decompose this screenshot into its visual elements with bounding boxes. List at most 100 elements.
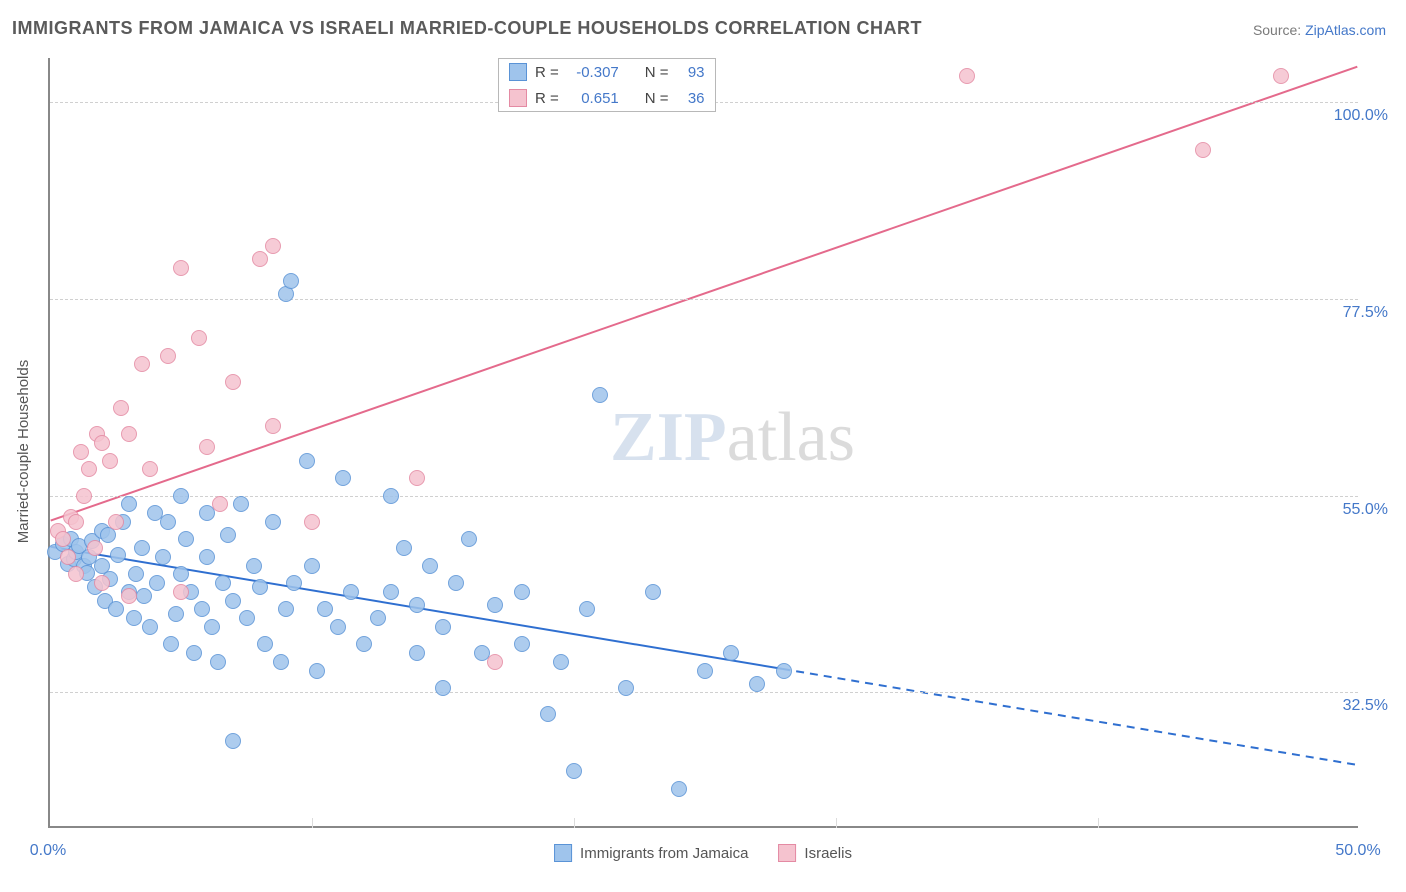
data-point-pink [113, 400, 129, 416]
data-point-blue [435, 680, 451, 696]
x-tick-label: 50.0% [1335, 842, 1380, 860]
data-point-blue [163, 636, 179, 652]
data-point-pink [121, 588, 137, 604]
y-tick-label: 77.5% [1343, 304, 1388, 322]
data-point-blue [645, 584, 661, 600]
gridline-h [50, 299, 1358, 300]
data-point-blue [220, 527, 236, 543]
data-point-blue [383, 488, 399, 504]
data-point-blue [252, 579, 268, 595]
data-point-blue [283, 273, 299, 289]
watermark: ZIPatlas [610, 398, 855, 478]
data-point-blue [134, 540, 150, 556]
data-point-pink [73, 444, 89, 460]
bottom-legend-item: Israelis [778, 844, 852, 862]
data-point-blue [257, 636, 273, 652]
trend-line-dash-blue [782, 669, 1357, 765]
data-point-blue [396, 540, 412, 556]
n-label: N = [645, 90, 669, 107]
watermark-zip: ZIP [610, 399, 727, 476]
x-tick [574, 818, 575, 828]
data-point-blue [343, 584, 359, 600]
data-point-pink [191, 330, 207, 346]
y-axis-label-container: Married-couple Households [12, 58, 32, 828]
data-point-blue [448, 575, 464, 591]
r-value: -0.307 [567, 64, 619, 81]
gridline-h [50, 496, 1358, 497]
data-point-pink [304, 514, 320, 530]
data-point-blue [110, 547, 126, 563]
data-point-blue [330, 619, 346, 635]
r-label: R = [535, 64, 559, 81]
data-point-blue [299, 453, 315, 469]
data-point-blue [233, 496, 249, 512]
data-point-blue [215, 575, 231, 591]
data-point-pink [102, 453, 118, 469]
source-attribution: Source: ZipAtlas.com [1253, 22, 1386, 38]
data-point-pink [87, 540, 103, 556]
y-tick-label: 100.0% [1334, 107, 1388, 125]
x-tick-label: 0.0% [30, 842, 66, 860]
data-point-pink [225, 374, 241, 390]
data-point-blue [335, 470, 351, 486]
data-point-pink [1273, 68, 1289, 84]
stats-legend-row: R =-0.307N =93 [499, 59, 715, 85]
data-point-blue [409, 597, 425, 613]
data-point-blue [178, 531, 194, 547]
data-point-blue [155, 549, 171, 565]
x-tick [312, 818, 313, 828]
data-point-pink [60, 549, 76, 565]
data-point-blue [278, 601, 294, 617]
data-point-blue [149, 575, 165, 591]
data-point-pink [487, 654, 503, 670]
data-point-blue [514, 584, 530, 600]
trend-line-pink [51, 67, 1358, 521]
data-point-pink [959, 68, 975, 84]
data-point-pink [265, 238, 281, 254]
data-point-pink [265, 418, 281, 434]
data-point-pink [409, 470, 425, 486]
data-point-blue [210, 654, 226, 670]
data-point-pink [134, 356, 150, 372]
data-point-pink [121, 426, 137, 442]
data-point-blue [239, 610, 255, 626]
legend-label: Israelis [804, 845, 852, 862]
data-point-blue [128, 566, 144, 582]
data-point-blue [273, 654, 289, 670]
legend-swatch [509, 63, 527, 81]
n-value: 93 [677, 64, 705, 81]
data-point-pink [68, 514, 84, 530]
legend-swatch [778, 844, 796, 862]
data-point-blue [317, 601, 333, 617]
data-point-blue [553, 654, 569, 670]
data-point-blue [108, 601, 124, 617]
data-point-blue [749, 676, 765, 692]
source-link[interactable]: ZipAtlas.com [1305, 22, 1386, 38]
data-point-blue [186, 645, 202, 661]
data-point-blue [136, 588, 152, 604]
data-point-blue [697, 663, 713, 679]
chart-container: IMMIGRANTS FROM JAMAICA VS ISRAELI MARRI… [0, 0, 1406, 892]
data-point-blue [160, 514, 176, 530]
data-point-blue [723, 645, 739, 661]
gridline-h [50, 692, 1358, 693]
data-point-pink [212, 496, 228, 512]
data-point-blue [618, 680, 634, 696]
data-point-blue [566, 763, 582, 779]
data-point-blue [671, 781, 687, 797]
data-point-blue [173, 566, 189, 582]
data-point-blue [126, 610, 142, 626]
stats-legend: R =-0.307N =93R =0.651N =36 [498, 58, 716, 112]
r-value: 0.651 [567, 90, 619, 107]
data-point-pink [81, 461, 97, 477]
bottom-legend-item: Immigrants from Jamaica [554, 844, 748, 862]
r-label: R = [535, 90, 559, 107]
data-point-blue [309, 663, 325, 679]
data-point-blue [265, 514, 281, 530]
data-point-pink [173, 584, 189, 600]
data-point-blue [579, 601, 595, 617]
legend-label: Immigrants from Jamaica [580, 845, 748, 862]
y-tick-label: 55.0% [1343, 501, 1388, 519]
data-point-pink [94, 435, 110, 451]
data-point-blue [225, 733, 241, 749]
